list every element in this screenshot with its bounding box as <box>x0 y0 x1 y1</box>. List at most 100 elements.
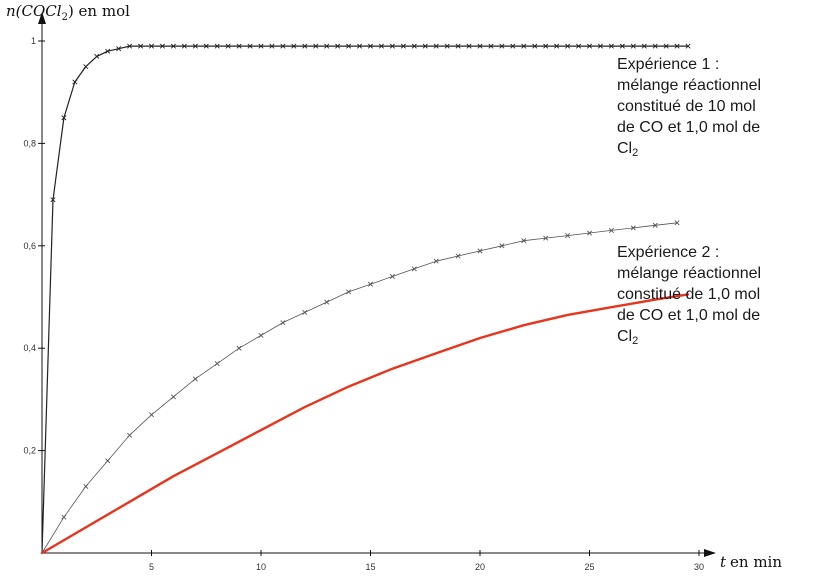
series-1-point <box>313 43 319 49</box>
series-1-point <box>466 43 472 49</box>
series-2-point <box>148 412 155 418</box>
series-1-point <box>159 43 165 49</box>
series-1-point <box>597 43 603 49</box>
series-2-point <box>192 376 198 382</box>
annotation-experience-2: Expérience 2 : mélange réactionnel const… <box>617 242 761 347</box>
x-tick-label: 20 <box>475 562 485 572</box>
series-1-point <box>116 46 122 52</box>
series-1-point <box>608 43 614 49</box>
series-1-line <box>41 45 689 554</box>
series-1-point <box>105 48 111 54</box>
series-1-point <box>411 43 417 49</box>
series-2-point <box>652 222 658 228</box>
series-2-point <box>630 225 636 231</box>
y-tick-label: 0,2 <box>23 446 36 456</box>
annotation-2-line-5: Cl2 <box>617 326 761 347</box>
series-2-point <box>499 243 505 249</box>
series-1-point <box>488 43 494 49</box>
annotation-experience-1: Expérience 1 : mélange réactionnel const… <box>617 54 761 159</box>
series-2-point <box>565 233 571 239</box>
series-2-point <box>455 253 461 259</box>
series-1-point <box>477 43 483 49</box>
series-2-point <box>411 266 417 272</box>
series-1-point <box>543 43 549 49</box>
annotation-2-line-1: Expérience 2 : <box>617 244 720 261</box>
series-1-point <box>565 43 571 49</box>
annotation-1-sub: 2 <box>632 147 639 159</box>
series-1-point <box>94 53 100 59</box>
y-tick-label: 0,4 <box>23 343 36 353</box>
annotation-2-line-3: constitué de 1,0 mol <box>617 286 761 303</box>
series-1-point <box>214 43 220 49</box>
series-1-point <box>72 79 78 85</box>
series-2-point <box>105 458 111 464</box>
series-1-point <box>127 43 133 49</box>
series-2-point <box>236 345 242 351</box>
series-2-point <box>389 274 395 280</box>
series-1-point <box>554 43 560 49</box>
series-1-point <box>61 115 67 121</box>
series-1-point <box>346 43 352 49</box>
series-2-point <box>83 483 89 489</box>
series-layer <box>40 43 691 555</box>
series-1-point <box>422 43 428 49</box>
series-1-point <box>291 43 297 49</box>
series-2-point <box>170 394 176 400</box>
series-2-point <box>586 230 593 236</box>
y-tick-label: 0,6 <box>23 241 36 251</box>
series-3-line <box>40 293 690 555</box>
series-1-point <box>367 43 374 49</box>
x-tick-label: 30 <box>694 562 704 572</box>
series-1-point <box>50 197 56 203</box>
ticks: 5 10 15 20 25 30 0,2 0,4 0,6 0,8 1 <box>23 36 704 572</box>
series-1-point <box>400 43 406 49</box>
series-2-point <box>302 309 308 315</box>
series-1-point <box>674 43 680 49</box>
series-1-point <box>236 43 242 49</box>
series-1-point <box>192 43 198 49</box>
y-axis-arrow <box>38 12 46 24</box>
series-1-point <box>510 43 516 49</box>
series-1-point <box>499 43 505 49</box>
series-2-point <box>477 248 483 254</box>
series-1-point <box>444 43 450 49</box>
series-1-point <box>586 43 593 49</box>
x-axis-label: t en min <box>720 553 782 571</box>
series-1-point <box>389 43 395 49</box>
series-1-point <box>433 43 439 49</box>
annotation-2-line-4: de CO et 1,0 mol de <box>617 307 761 324</box>
series-2-line <box>41 222 678 554</box>
series-1-point <box>335 43 341 49</box>
series-2-point <box>61 514 67 520</box>
annotation-1-line-5: Cl2 <box>617 138 761 159</box>
annotation-2-line-2: mélange réactionnel <box>617 265 762 282</box>
series-1-point <box>652 43 658 49</box>
x-tick-label: 25 <box>584 562 594 572</box>
series-1-point <box>455 43 461 49</box>
x-tick-label: 10 <box>256 562 266 572</box>
series-1-point <box>357 43 363 49</box>
series-2-point <box>258 332 264 338</box>
series-1-point <box>532 43 538 49</box>
series-1-point <box>663 43 669 49</box>
series-1-point <box>148 43 155 49</box>
series-1-point <box>685 43 691 49</box>
y-tick-label: 0,8 <box>23 138 36 148</box>
series-2-point <box>674 220 680 226</box>
series-1-point <box>269 43 275 49</box>
series-1-point <box>576 43 582 49</box>
annotation-1-line-1: Expérience 1 : <box>617 56 720 73</box>
series-2-point <box>324 299 330 305</box>
series-2-point <box>367 281 374 287</box>
annotation-1-line-4: de CO et 1,0 mol de <box>617 119 761 136</box>
series-1-point <box>302 43 308 49</box>
series-2-point <box>521 238 527 244</box>
series-2-point <box>214 361 220 367</box>
series-1-point <box>630 43 636 49</box>
series-1-point <box>138 43 144 49</box>
series-2-point <box>433 258 439 264</box>
series-2-point <box>346 289 352 295</box>
x-tick-label: 5 <box>149 562 154 572</box>
series-1-point <box>641 43 647 49</box>
